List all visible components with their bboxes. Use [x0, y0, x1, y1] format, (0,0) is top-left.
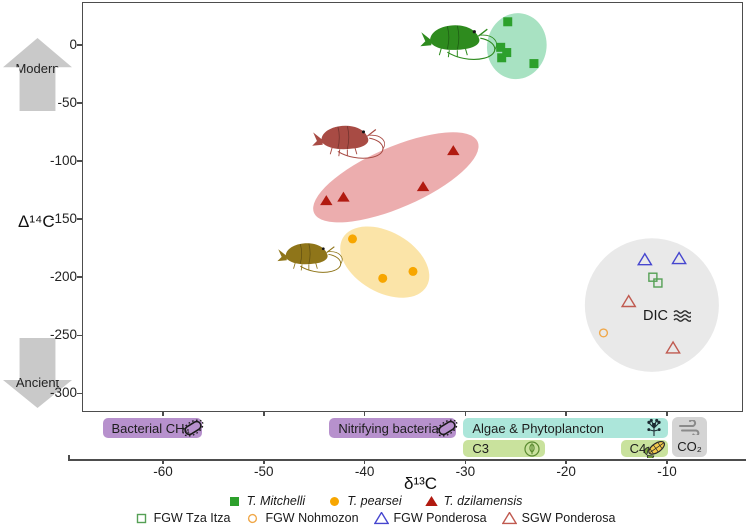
legend-label: FGW Ponderosa — [393, 511, 487, 525]
source-bar-nitrifying-bacteria: Nitrifying bacteria — [329, 418, 458, 438]
legend-label: FGW Nohmozon — [265, 511, 359, 525]
x-tick — [666, 459, 668, 464]
x-tick — [363, 459, 366, 464]
plot-bottom-tick — [363, 411, 366, 416]
plot-bottom-tick — [666, 411, 668, 416]
legend-item-t-dzilamensis: T. dzilamensis — [424, 494, 523, 508]
legend-item-fgw-tza-itza: FGW Tza Itza — [134, 511, 231, 525]
x-tick-label: -20 — [556, 464, 576, 479]
x-tick — [162, 459, 164, 464]
y-tick — [77, 276, 82, 278]
wind-icon — [678, 420, 699, 435]
y-tick — [77, 334, 82, 336]
y-tick-label: 0 — [69, 37, 77, 52]
source-bar-algae-phytoplancton: Algae & Phytoplancton — [463, 418, 668, 438]
x-tick — [565, 459, 567, 464]
corn-icon — [644, 440, 666, 458]
source-bar-label: C3 — [472, 441, 489, 456]
water-waves-icon — [673, 310, 691, 322]
x-tick-label: -60 — [153, 464, 173, 479]
y-axis-label: Δ¹⁴C — [18, 212, 55, 231]
y-tick — [77, 102, 82, 104]
x-tick — [464, 459, 467, 464]
legend-species: T. Mitchelli T. pearsei T. dzilamensis — [0, 494, 749, 508]
source-bar-label: Bacterial CH₄ — [111, 420, 190, 436]
x-axis-line — [68, 459, 746, 461]
y-tick — [77, 218, 82, 220]
legend-label: T. dzilamensis — [443, 494, 523, 508]
y-tick — [77, 392, 82, 395]
co2-label: CO₂ — [677, 439, 702, 454]
plot-bottom-tick — [162, 411, 164, 416]
y-tick-label: -300 — [49, 385, 77, 401]
legend-item-t-mitchelli: T. Mitchelli — [227, 494, 306, 508]
y-tick-label: -150 — [49, 211, 77, 227]
y-tick-label: -200 — [49, 269, 77, 285]
source-bar-label: Algae & Phytoplancton — [472, 420, 604, 436]
plot-area — [82, 2, 743, 412]
source-bar-label: C4 — [629, 441, 647, 456]
legend-item-sgw-ponderosa: SGW Ponderosa — [501, 511, 616, 525]
legend-label: T. Mitchelli — [246, 494, 306, 508]
source-bar-c4: C4 — [620, 440, 668, 458]
source-bar-bacterial-ch: Bacterial CH₄ — [102, 418, 204, 438]
dic-text: DIC — [643, 308, 668, 324]
x-tick-label: -30 — [455, 464, 476, 479]
ancient-arrow-label: Ancient — [15, 375, 60, 390]
source-bar-label: Nitrifying bacteria — [338, 420, 439, 436]
open-circle-marker-icon — [248, 513, 258, 523]
y-tick — [77, 160, 82, 162]
bacteria-icon — [436, 419, 458, 437]
x-axis-endcap — [68, 455, 70, 460]
plot-bottom-tick — [464, 411, 467, 416]
legend-sites: FGW Tza Itza FGW Nohmozon FGW Ponderosa SGW… — [0, 511, 749, 525]
circle-marker-icon — [330, 496, 340, 506]
modern-arrow-label: Modern — [15, 61, 60, 76]
legend-label: FGW Tza Itza — [153, 511, 231, 525]
legend-item-fgw-nohmozon: FGW Nohmozon — [245, 511, 359, 525]
triangle-marker-icon — [424, 495, 438, 506]
x-tick — [263, 459, 265, 464]
y-tick-label: -250 — [49, 327, 77, 343]
x-tick-label: -50 — [254, 464, 274, 479]
x-tick-label: -10 — [657, 464, 677, 479]
x-axis-label: δ¹³C — [404, 474, 438, 493]
y-tick-label: -100 — [49, 153, 77, 169]
plot-bottom-tick — [263, 411, 265, 416]
x-tick-label: -40 — [354, 464, 375, 479]
legend-item-t-pearsei: T. pearsei — [327, 494, 402, 508]
plot-bottom-tick — [565, 411, 567, 416]
source-bar-c3: C3 — [463, 440, 546, 457]
bacteria-icon — [182, 419, 204, 437]
co2-box: CO₂ — [672, 417, 707, 457]
legend-label: T. pearsei — [347, 494, 402, 508]
plankton-icon — [647, 418, 661, 436]
legend-label: SGW Ponderosa — [521, 511, 616, 525]
y-tick-label: -50 — [57, 95, 77, 111]
open-triangle-marker-icon — [373, 511, 389, 524]
dic-label: DIC — [643, 308, 691, 324]
square-marker-icon — [229, 496, 239, 506]
open-triangle-marker-icon — [501, 511, 517, 524]
leaf-icon — [524, 440, 540, 457]
y-tick — [77, 44, 82, 46]
legend-item-fgw-ponderosa: FGW Ponderosa — [373, 511, 487, 525]
open-square-marker-icon — [136, 513, 146, 523]
